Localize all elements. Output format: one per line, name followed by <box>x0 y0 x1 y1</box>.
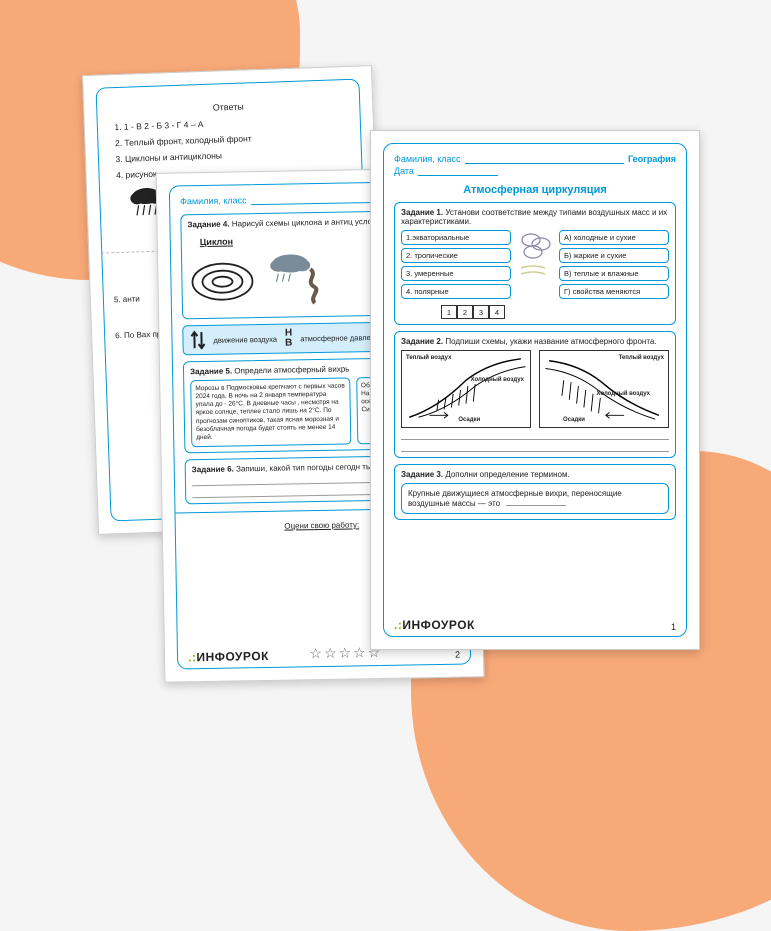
warm-air-label: Теплый воздух <box>406 355 451 361</box>
header-name-row: Фамилия, класс География <box>394 154 676 164</box>
match-right-item: Б) жаркие и сухие <box>559 248 669 263</box>
match-right-col: А) холодные и сухие Б) жаркие и сухие В)… <box>559 230 669 299</box>
name-underline <box>465 154 624 164</box>
match-right-item: В) теплые и влажные <box>559 266 669 281</box>
page-number: 1 <box>671 622 676 632</box>
legend-item1: движение воздуха <box>213 334 277 344</box>
match-left-col: 1.экваториальные 2. тропические 3. умере… <box>401 230 511 299</box>
front-diagram-2: Теплый воздух Холодный воздух Осадки <box>539 350 669 428</box>
match-right-item: А) холодные и сухие <box>559 230 669 245</box>
definition-blank <box>506 498 566 506</box>
grid-cell: 4 <box>489 305 505 319</box>
task6-label: Задание 6. <box>192 464 234 474</box>
cold-air-label: Холодный воздух <box>471 377 524 383</box>
grid-cell: 3 <box>473 305 489 319</box>
subject-label: География <box>628 154 676 164</box>
precip-label: Осадки <box>563 417 585 423</box>
date-underline <box>418 166 498 176</box>
warm-air-label: Теплый воздух <box>619 355 664 361</box>
answer-blank <box>401 444 669 452</box>
cold-air-label: Холодный воздух <box>597 391 650 397</box>
worksheet-page-1: Фамилия, класс География Дата Атмосферна… <box>370 130 700 650</box>
front-diagram-1: Теплый воздух Холодный воздух Осадки <box>401 350 531 428</box>
legend-pressure-letters: Н В <box>285 328 293 348</box>
task2-box: Задание 2. Подпиши схемы, укажи название… <box>394 331 676 458</box>
match-left-item: 3. умеренные <box>401 266 511 281</box>
answer-grid: 1 2 3 4 <box>441 305 669 319</box>
answers-title: Ответы <box>107 98 349 116</box>
brand-logo: .:ИНФОУРОК <box>188 649 269 664</box>
task5-label: Задание 5. <box>190 367 232 377</box>
task3-text: Дополни определение термином. <box>445 470 569 479</box>
name-label: Фамилия, класс <box>180 195 247 206</box>
answer-item: Теплый фронт, холодный фронт <box>124 130 350 148</box>
task2-text: Подпиши схемы, укажи название атмосферно… <box>445 337 656 346</box>
tornado-cloud-icon <box>268 251 325 310</box>
task4-label: Задание 4. <box>187 220 229 230</box>
match-left-item: 2. тропические <box>401 248 511 263</box>
task5-text: Определи атмосферный вихрь <box>234 364 349 375</box>
answer-item: Циклоны и антициклоны <box>125 146 351 164</box>
date-label: Дата <box>394 166 414 176</box>
match-right-item: Г) свойства меняются <box>559 284 669 299</box>
task2-label: Задание 2. <box>401 337 443 346</box>
answer-5-fragment: 5. анти <box>114 295 140 305</box>
cyclone-rings-icon <box>188 259 257 304</box>
grid-cell: 1 <box>441 305 457 319</box>
task1-label: Задание 1. <box>401 208 443 217</box>
header-date-row: Дата <box>394 166 676 176</box>
task1-box: Задание 1. Установи соответствие между т… <box>394 202 676 325</box>
match-center-icon <box>517 230 553 286</box>
arrows-updown-icon <box>189 330 205 350</box>
grid-cell: 2 <box>457 305 473 319</box>
answer-item: 1 - В 2 - Б 3 - Г 4 – А <box>124 114 350 132</box>
definition-box: Крупные движущиеся атмосферные вихри, пе… <box>401 483 669 514</box>
name-label: Фамилия, класс <box>394 154 461 164</box>
match-left-item: 1.экваториальные <box>401 230 511 245</box>
page-number: 2 <box>455 650 460 660</box>
precip-label: Осадки <box>458 417 480 423</box>
task3-box: Задание 3. Дополни определение термином.… <box>394 464 676 520</box>
wind-clouds-icon <box>517 230 553 286</box>
worksheet-title: Атмосферная циркуляция <box>394 184 676 196</box>
weather-text-1: Морозы в Подмосковье крепчают с первых ч… <box>190 377 351 447</box>
match-left-item: 4. полярные <box>401 284 511 299</box>
task3-label: Задание 3. <box>401 470 443 479</box>
answer-blank <box>401 432 669 440</box>
brand-logo: .:ИНФОУРОК <box>394 618 475 632</box>
